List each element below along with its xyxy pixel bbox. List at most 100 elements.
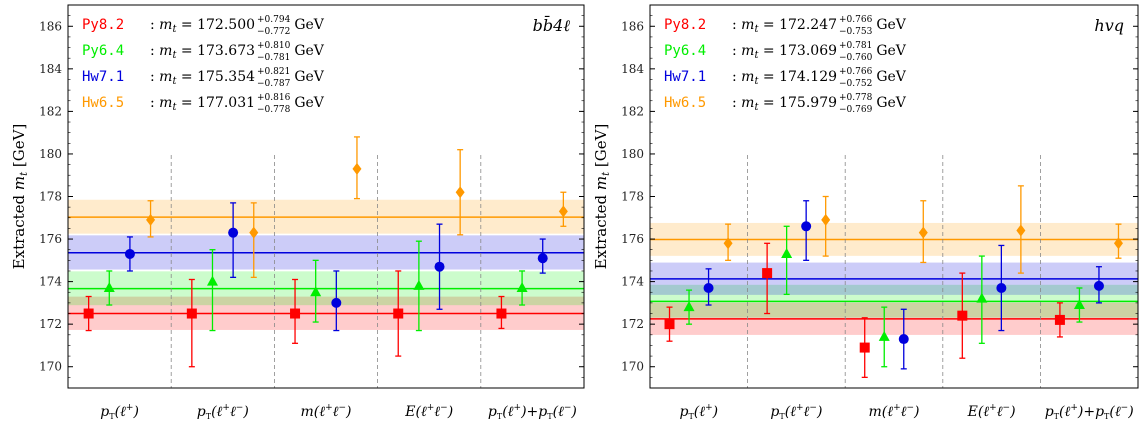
category-label-part: (ℓ (1109, 404, 1120, 420)
y-tick-label: 180 (621, 147, 644, 161)
category-label-part: + (989, 403, 997, 413)
y-tick-label: 184 (39, 62, 62, 76)
data-point (1016, 224, 1026, 237)
y-tick-label: 172 (621, 317, 644, 331)
category-label-part: ) (345, 404, 351, 420)
legend-unit: GeV (876, 95, 906, 111)
y-axis-label: Extracted mt [GeV] (10, 124, 30, 270)
y-tick-label: 182 (621, 104, 644, 118)
data-point (186, 308, 197, 319)
category-label-part: )+ (520, 404, 538, 420)
legend-err-up: +0.821 (257, 67, 290, 77)
category-label-part: T (779, 412, 785, 421)
y-axis-label-part: Extracted (592, 190, 610, 269)
legend-unit: GeV (294, 17, 324, 33)
category-label-part: p (197, 404, 206, 420)
category-label-part: p (770, 404, 779, 420)
y-tick-label: 184 (621, 62, 644, 76)
y-tick-label: 182 (39, 104, 62, 118)
legend-err-down: −0.753 (839, 27, 873, 37)
category-label-part: T (547, 412, 553, 421)
data-point (558, 205, 568, 218)
legend-unit: GeV (294, 95, 324, 111)
y-axis-label-part: [GeV] (10, 124, 28, 172)
legend-generator: Py6.4 (82, 43, 124, 59)
legend-unit: GeV (294, 43, 324, 59)
legend-value-part: t (754, 76, 759, 87)
category-label-part: (ℓ (785, 404, 796, 420)
legend-value-part: m (741, 43, 754, 59)
legend-unit: GeV (876, 43, 906, 59)
category-label-part: ) (132, 404, 138, 420)
category-label-part: ℓ (901, 404, 907, 420)
legend-value-part: t (754, 102, 759, 113)
category-label: m(ℓ+ℓ−) (301, 403, 352, 420)
data-point (762, 268, 773, 279)
category-label-part: ℓ (434, 404, 440, 420)
data-point (124, 248, 135, 259)
legend-err-up: +0.816 (257, 93, 291, 103)
category-label-part: T (1054, 412, 1060, 421)
data-point (537, 253, 548, 264)
legend-unit: GeV (294, 69, 324, 85)
category-label-part: (ℓ (553, 404, 564, 420)
category-label-part: p (1045, 404, 1054, 420)
legend-value-part: t (754, 50, 759, 61)
data-point (496, 308, 507, 319)
legend-err-up: +0.781 (839, 41, 872, 51)
category-label-part: + (325, 403, 333, 413)
category-label-part: p (1095, 404, 1104, 420)
legend-value-part: = 175.354 (176, 69, 255, 85)
legend-value-part: t (172, 24, 177, 35)
legend-err-up: +0.810 (257, 41, 291, 51)
legend-unit: GeV (876, 17, 906, 33)
data-point (723, 237, 733, 250)
category-label-part: p (100, 404, 109, 420)
y-tick-label: 174 (621, 275, 644, 289)
legend-value: : mt = 173.069 (732, 43, 837, 61)
legend-err-up: +0.766 (839, 67, 873, 77)
category-label-part: ) (447, 404, 453, 420)
category-label-part: ℓ (997, 404, 1003, 420)
data-point (898, 334, 909, 345)
data-point (516, 281, 528, 292)
data-point (821, 213, 831, 226)
data-point (331, 297, 342, 308)
legend-generator: Py8.2 (664, 17, 706, 33)
data-point (859, 342, 870, 353)
legend-value: : mt = 172.247 (732, 17, 837, 35)
category-label-part: p (538, 404, 547, 420)
data-point (249, 226, 259, 239)
category-label: pT(ℓ+)+pT(ℓ−) (1045, 403, 1134, 421)
category-label-part: + (1070, 403, 1078, 413)
legend-generator: Py8.2 (82, 17, 124, 33)
y-axis-label-part: t (601, 171, 612, 176)
legend-value-part: = 173.673 (176, 43, 255, 59)
category-label: E(ℓ+ℓ−) (967, 403, 1016, 420)
category-label-part: + (126, 403, 134, 413)
category-label-part: − (809, 403, 817, 413)
legend-value-part: : (732, 17, 741, 33)
category-label-part: ) (1009, 404, 1015, 420)
category-label-part: + (893, 403, 901, 413)
category-label-part: E(ℓ (967, 404, 990, 420)
y-tick-label: 186 (39, 19, 62, 33)
category-label-part: + (514, 403, 522, 413)
data-point (352, 162, 362, 175)
legend-value-part: = 172.247 (758, 17, 837, 33)
plot-frame (67, 4, 585, 389)
legend-generator: Hw7.1 (82, 69, 124, 85)
data-point (703, 282, 714, 293)
category-label-part: − (338, 403, 346, 413)
legend-value-part: = 175.979 (758, 95, 837, 111)
y-tick-label: 176 (621, 232, 644, 246)
legend-generator: Hw6.5 (82, 95, 124, 111)
y-tick-label: 172 (39, 317, 62, 331)
y-tick-label: 170 (39, 360, 62, 374)
y-axis-label-part: m (10, 176, 28, 190)
category-label-part: − (1003, 403, 1011, 413)
legend-value-part: = 177.031 (176, 95, 255, 111)
legend-value: : mt = 175.354 (150, 69, 255, 87)
legend-value: : mt = 174.129 (732, 69, 837, 87)
